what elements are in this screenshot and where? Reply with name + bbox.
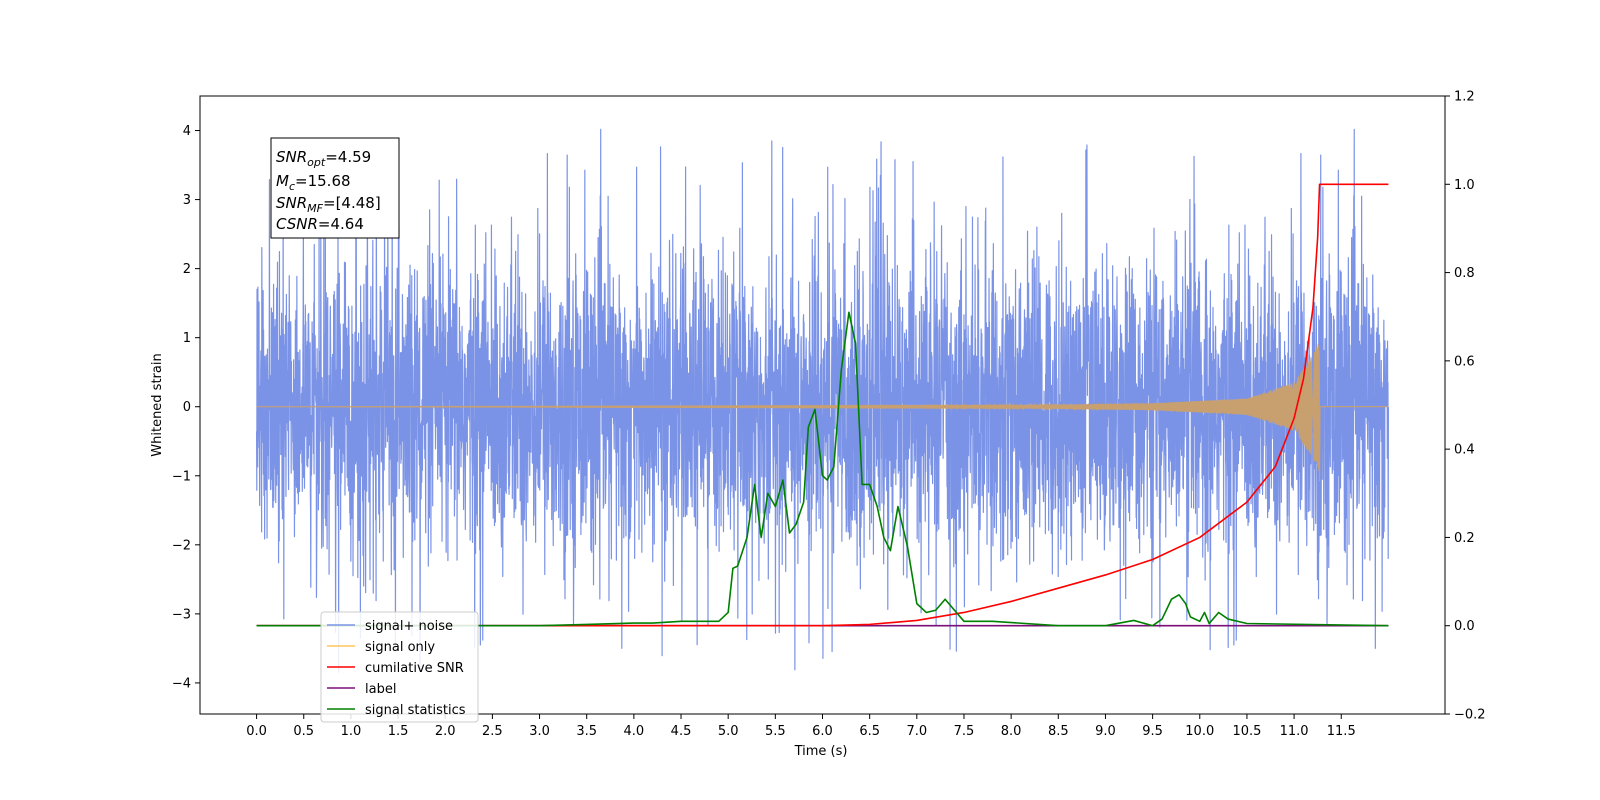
x-tick-label: 3.0 [529,724,550,739]
x-tick-label: 0.5 [293,724,314,739]
y-left-tick-label: −1 [172,469,191,484]
series-signal-only-line [256,344,1389,482]
y-right-tick-label: 0.4 [1454,443,1475,458]
legend-label-signal-only: signal only [365,640,435,655]
legend-entry-signal-statistics: signal statistics [327,703,466,718]
x-tick-label: 7.0 [906,724,927,739]
x-tick-label: 4.5 [671,724,692,739]
annotation-snr-opt: SNRopt=4.59 [276,148,371,169]
y-right-tick-label: 0.2 [1454,531,1475,546]
legend-label-cumulative-snr: cumilative SNR [365,661,464,676]
x-tick-label: 6.5 [859,724,880,739]
x-tick-label: 3.5 [576,724,597,739]
y-right-tick-label: 0.0 [1454,619,1475,634]
y-right-tick-label: 1.2 [1454,90,1475,105]
y-left-tick-label: −2 [172,538,191,553]
x-tick-label: 1.5 [388,724,409,739]
ticks-layer: 0.0 0.5 1.0 1.5 2.0 2.5 3.0 3.5 4.0 4.5 5.0 5.5 6.0 6… [172,90,1486,740]
annotation-snr-mf: SNRMF=[4.48] [276,194,381,215]
x-tick-label: 10.0 [1185,724,1214,739]
series-signal-noise-line [255,128,1390,673]
legend-entry-cumulative-snr: cumilative SNR [327,661,464,676]
y-right-tick-label: 1.0 [1454,178,1475,193]
x-tick-label: 5.0 [718,724,739,739]
legend-entry-label: label [327,682,396,697]
x-tick-label: 4.0 [624,724,645,739]
y-left-tick-label: 1 [183,331,191,346]
annotation-frame [270,137,400,239]
y-left-tick-label: 4 [183,124,191,139]
y-left-tick-label: 3 [183,193,191,208]
annotation-mc: Mc=15.68 [276,172,351,193]
y-axis-label: Whitened strain [150,353,165,456]
legend-label-signal-statistics: signal statistics [365,703,466,718]
annotation-box: SNRopt=4.59 Mc=15.68 SNRMF=[4.48] CSNR=4… [270,137,400,239]
series-signal-statistics-line [256,311,1389,627]
y-left-tick-label: 2 [183,262,191,277]
legend: signal+ noise signal only cumilative SNR… [320,611,479,723]
series-cumulative-snr-line [256,183,1389,627]
x-tick-label: 2.5 [482,724,503,739]
legend-frame [320,611,479,723]
x-tick-label: 0.0 [246,724,267,739]
x-tick-label: 1.0 [341,724,362,739]
y-left-tick-label: 0 [183,400,191,415]
x-tick-label: 8.0 [1001,724,1022,739]
x-tick-label: 9.0 [1095,724,1116,739]
annotation-csnr: CSNR=4.64 [276,215,364,233]
x-tick-label: 11.5 [1327,724,1356,739]
y-left-tick-label: −4 [172,676,191,691]
x-tick-label: 2.0 [435,724,456,739]
x-tick-label: 10.5 [1232,724,1261,739]
legend-entry-signal-only: signal only [327,640,435,655]
legend-label-label: label [365,682,396,697]
x-tick-label: 7.5 [954,724,975,739]
y-right-tick-label: 0.6 [1454,354,1475,369]
x-tick-label: 11.0 [1280,724,1309,739]
legend-label-signal-noise: signal+ noise [365,619,453,634]
x-tick-label: 6.0 [812,724,833,739]
x-axis-label: Time (s) [794,744,848,759]
legend-entry-signal-noise: signal+ noise [327,619,453,634]
y-right-tick-label: −0.2 [1454,708,1486,723]
x-tick-label: 5.5 [765,724,786,739]
y-left-tick-label: −3 [172,607,191,622]
x-tick-label: 9.5 [1142,724,1163,739]
y-right-tick-label: 0.8 [1454,266,1475,281]
x-tick-label: 8.5 [1048,724,1069,739]
